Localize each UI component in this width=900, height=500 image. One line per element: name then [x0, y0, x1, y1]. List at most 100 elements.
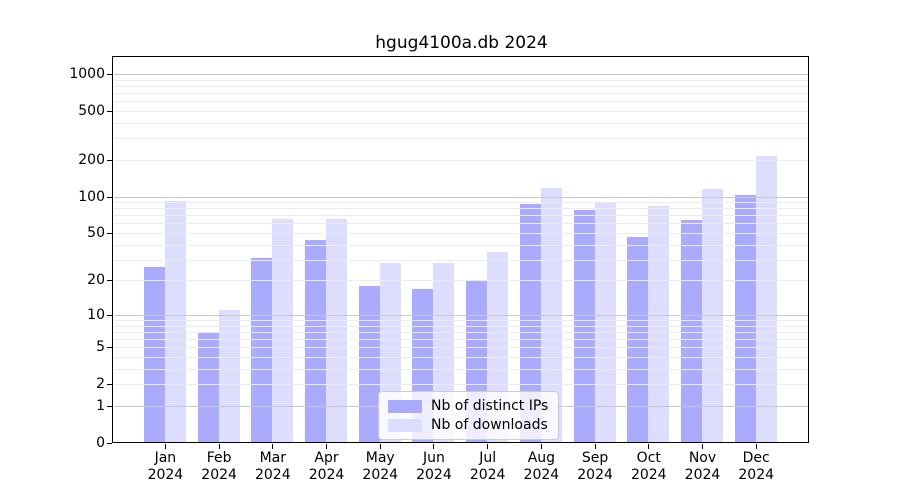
x-tick-label: Feb 2024	[191, 450, 247, 484]
x-axis-tick	[594, 444, 596, 449]
x-tick-month: Mar	[259, 450, 287, 466]
chart-title: hgug4100a.db 2024	[375, 33, 548, 53]
x-tick-month: May	[365, 450, 395, 466]
bar-distinct-ips-aug	[519, 203, 541, 443]
x-tick-year: 2024	[254, 467, 291, 483]
x-tick-month: Jul	[479, 450, 497, 466]
y-axis-tick	[107, 110, 112, 112]
x-axis-tick	[755, 444, 757, 449]
bar-downloads-sep	[594, 202, 616, 443]
x-tick-year: 2024	[362, 467, 399, 483]
minor-gridline	[114, 331, 809, 333]
bar-downloads-mar	[272, 219, 294, 443]
x-tick-month: Dec	[742, 450, 770, 466]
bar-downloads-apr	[326, 219, 348, 443]
bar-distinct-ips-mar	[251, 257, 273, 443]
x-tick-label: Nov 2024	[675, 450, 731, 484]
minor-gridline	[114, 232, 809, 234]
minor-gridline	[114, 101, 809, 103]
y-tick-label: 100	[78, 188, 105, 205]
y-tick-label: 50	[87, 224, 105, 241]
x-axis-tick	[540, 444, 542, 449]
x-tick-label: Jun 2024	[406, 450, 462, 484]
x-tick-label: Mar 2024	[245, 450, 301, 484]
x-tick-year: 2024	[684, 467, 721, 483]
y-axis-tick	[107, 280, 112, 282]
minor-gridline	[114, 159, 809, 161]
x-axis-tick	[326, 444, 328, 449]
bar-distinct-ips-nov	[681, 220, 702, 443]
minor-gridline	[114, 208, 809, 210]
y-tick-label: 1000	[69, 66, 105, 82]
minor-gridline	[114, 259, 809, 261]
x-tick-label: Sep 2024	[567, 450, 623, 484]
x-tick-label: Jul 2024	[460, 450, 516, 484]
x-tick-month: Oct	[636, 450, 661, 466]
bar-distinct-ips-dec	[734, 194, 756, 443]
legend-item-downloads: Nb of downloads	[388, 417, 548, 433]
minor-gridline	[114, 320, 809, 322]
legend-swatch-downloads	[388, 418, 422, 432]
minor-gridline	[114, 85, 809, 87]
x-tick-month: Jun	[423, 450, 445, 466]
y-tick-label: 1	[96, 397, 105, 414]
x-axis-tick	[487, 444, 489, 449]
y-axis-tick	[107, 159, 112, 161]
x-axis-tick	[164, 444, 166, 449]
x-tick-label: Apr 2024	[299, 450, 355, 484]
minor-gridline	[114, 347, 809, 349]
bar-distinct-ips-apr	[305, 239, 327, 443]
x-tick-month: Nov	[688, 450, 717, 466]
minor-gridline	[114, 368, 809, 370]
minor-gridline	[114, 138, 809, 140]
x-axis-tick	[272, 444, 274, 449]
bar-downloads-nov	[702, 189, 723, 443]
bar-downloads-jan	[164, 201, 186, 443]
x-tick-label: May 2024	[352, 450, 408, 484]
x-axis-tick	[218, 444, 220, 449]
minor-gridline	[114, 325, 809, 327]
y-axis-tick	[107, 314, 112, 316]
bar-downloads-feb	[218, 310, 240, 443]
major-gridline	[114, 74, 809, 75]
x-tick-month: Sep	[581, 450, 609, 466]
y-axis-tick	[107, 347, 112, 349]
x-tick-label: Aug 2024	[513, 450, 569, 484]
x-tick-month: Apr	[314, 450, 339, 466]
x-tick-month: Feb	[206, 450, 232, 466]
bar-downloads-dec	[755, 155, 777, 443]
minor-gridline	[114, 244, 809, 246]
minor-gridline	[114, 215, 809, 217]
legend-swatch-distinct-ips	[388, 399, 422, 413]
x-tick-year: 2024	[630, 467, 667, 483]
y-tick-label: 10	[87, 306, 105, 323]
y-axis-tick	[107, 384, 112, 386]
x-tick-year: 2024	[469, 467, 506, 483]
x-tick-year: 2024	[201, 467, 237, 483]
x-tick-label: Dec 2024	[728, 450, 784, 484]
bar-distinct-ips-may	[358, 285, 380, 443]
x-axis-tick	[702, 444, 703, 449]
major-gridline	[114, 314, 809, 316]
y-axis-tick	[107, 74, 112, 75]
minor-gridline	[114, 202, 809, 204]
minor-gridline	[114, 280, 809, 282]
y-tick-label: 500	[78, 102, 105, 119]
bar-downloads-oct	[648, 205, 670, 443]
y-tick-label: 0	[96, 435, 105, 451]
y-tick-label: 20	[87, 272, 105, 289]
x-tick-month: Aug	[527, 450, 556, 466]
x-axis-tick	[433, 444, 435, 449]
bar-distinct-ips-feb	[197, 331, 219, 443]
x-tick-year: 2024	[523, 467, 560, 483]
y-tick-label: 5	[96, 339, 105, 356]
legend-item-distinct-ips: Nb of distinct IPs	[388, 398, 548, 414]
x-tick-label: Jan 2024	[137, 450, 193, 484]
y-axis-tick	[107, 232, 112, 234]
x-tick-year: 2024	[308, 467, 345, 483]
x-axis-tick	[379, 444, 381, 449]
x-tick-year: 2024	[416, 467, 452, 483]
y-axis-tick	[107, 405, 112, 407]
minor-gridline	[114, 110, 809, 112]
x-tick-year: 2024	[147, 467, 184, 483]
